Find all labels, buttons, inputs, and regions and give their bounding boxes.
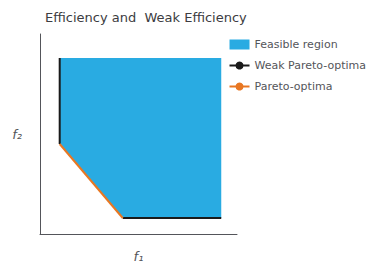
- svg-text:Efficiency and Weak Efficienc: Efficiency and Weak Efficiency: [45, 10, 247, 25]
- svg-text:Weak Pareto-optima: Weak Pareto-optima: [255, 59, 367, 72]
- svg-text:Pareto-optima: Pareto-optima: [255, 80, 333, 93]
- svg-text:Feasible region: Feasible region: [255, 38, 338, 51]
- svg-text:f₁: f₁: [134, 249, 144, 264]
- svg-text:f₂: f₂: [12, 127, 22, 142]
